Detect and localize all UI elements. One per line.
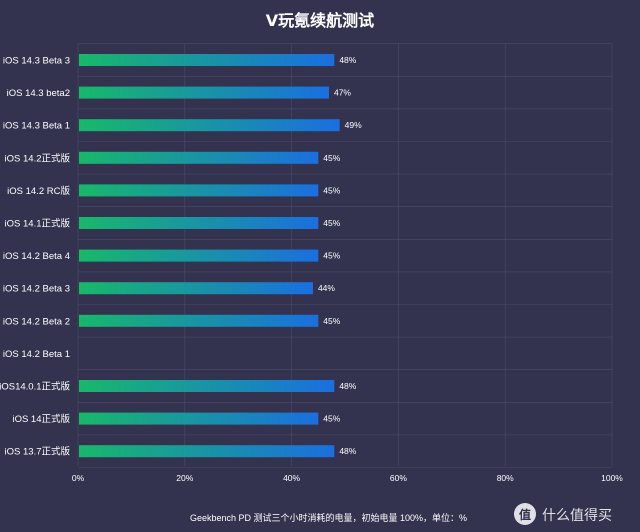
bar: [79, 217, 319, 229]
category-label: iOS 14.1正式版: [5, 218, 71, 230]
category-label: iOS 13.7正式版: [5, 446, 71, 458]
watermark-icon-glyph: 值: [519, 507, 531, 522]
x-tick-label: 60%: [390, 473, 407, 483]
value-label: 45%: [323, 316, 340, 326]
x-tick-label: 0%: [72, 473, 85, 483]
bar: [79, 412, 319, 425]
value-label: 45%: [323, 414, 340, 424]
bar: [79, 249, 319, 262]
value-label: 45%: [323, 251, 340, 261]
chart-title: V玩氪续航测试: [266, 11, 374, 30]
value-label: 48%: [339, 55, 356, 65]
watermark-icon: [514, 503, 536, 525]
value-label: 45%: [323, 185, 340, 195]
category-label: iOS 14.3 Beta 1: [3, 121, 70, 132]
bar: [79, 54, 335, 66]
watermark-text: 什么值得买: [542, 507, 612, 524]
x-tick-label: 100%: [601, 473, 623, 483]
category-label: iOS 14.3 beta2: [7, 88, 70, 99]
value-label: 48%: [339, 446, 356, 456]
category-label: iOS 14正式版: [12, 413, 70, 425]
category-label: iOS 14.2 Beta 4: [3, 251, 70, 262]
x-tick-label: 20%: [176, 473, 193, 483]
value-label: 44%: [318, 283, 335, 293]
x-tick-label: 80%: [497, 473, 514, 483]
bar: [79, 314, 319, 327]
category-label: iOS 14.2正式版: [5, 152, 71, 164]
category-label: iOS 14.2 Beta 3: [3, 284, 70, 295]
bars: iOS 14.3 Beta 3 48% iOS 14.3 beta2 47% iOS 1…: [0, 54, 362, 458]
category-label: iOS14.0.1正式版: [0, 381, 70, 393]
value-label: 47%: [334, 88, 351, 98]
value-label: 48%: [339, 381, 356, 391]
bar: [79, 151, 319, 164]
value-label: 45%: [323, 153, 340, 163]
category-label: iOS 14.2 RC版: [7, 185, 70, 197]
x-tick-label: 40%: [283, 473, 300, 483]
bar: [79, 86, 329, 99]
category-label: iOS 14.2 Beta 1: [3, 349, 70, 360]
grid-lines: [77, 43, 613, 468]
bar: [79, 282, 313, 295]
value-label: 45%: [323, 218, 340, 228]
x-axis: 0% 20% 40% 60% 80% 100%: [72, 473, 623, 483]
value-label: 49%: [345, 120, 362, 130]
category-label: iOS 14.2 Beta 2: [3, 316, 70, 327]
footnote: Geekbench PD 测试三个小时消耗的电量，初始电量 100%，单位：%: [190, 512, 467, 523]
bar: [79, 184, 319, 197]
bar: [79, 380, 335, 392]
category-label: iOS 14.3 Beta 3: [3, 56, 70, 67]
bar: [79, 445, 335, 458]
bar: [79, 119, 340, 132]
watermark-logo: 值 什么值得买: [514, 503, 612, 525]
